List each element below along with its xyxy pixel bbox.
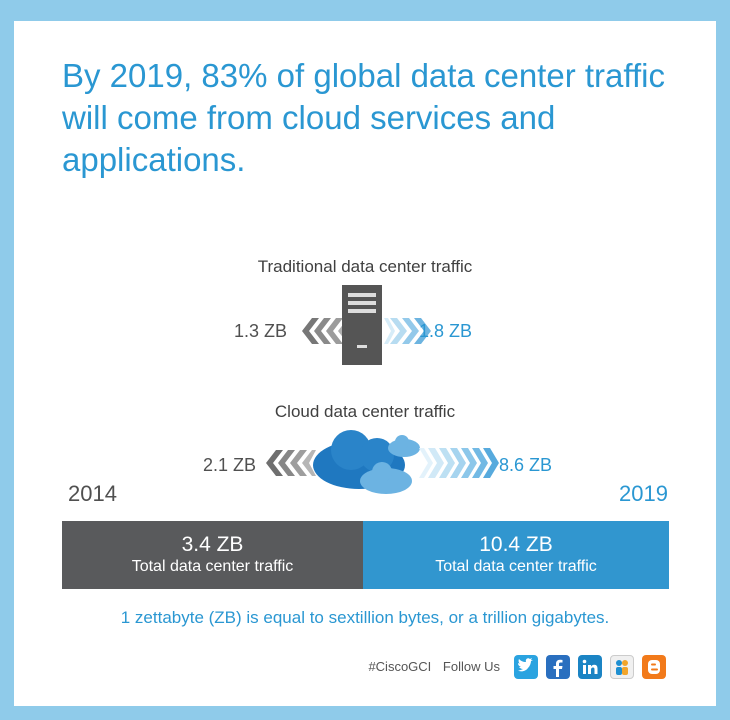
total-2019-bar: 10.4 ZB Total data center traffic [363, 521, 669, 589]
total-2019-label: Total data center traffic [435, 558, 597, 575]
cloud-2014-value: 2.1 ZB [203, 455, 257, 475]
cloud-right-chevrons-icon [419, 448, 499, 478]
traditional-2019-value: 1.8 ZB [419, 321, 473, 341]
start-year: 2014 [68, 481, 117, 506]
follow-line: #CiscoGCI Follow Us [368, 659, 500, 674]
total-2014-label: Total data center traffic [131, 558, 294, 575]
cloud-traffic-label: Cloud data center traffic [274, 402, 456, 421]
linkedin-icon[interactable] [578, 655, 602, 679]
cloud-icon [313, 430, 420, 494]
hashtag-label: #CiscoGCI [368, 659, 432, 674]
traditional-traffic-label: Traditional data center traffic [257, 257, 473, 276]
follow-us-label: Follow Us [442, 659, 500, 674]
headline: By 2019, 83% of global data center traff… [62, 57, 665, 178]
end-year: 2019 [619, 481, 668, 506]
infographic-card: By 2019, 83% of global data center traff… [14, 21, 716, 706]
zettabyte-footnote: 1 zettabyte (ZB) is equal to sextillion … [120, 608, 610, 627]
total-2019-value: 10.4 ZB [479, 533, 553, 556]
blogger-icon[interactable] [642, 655, 666, 679]
server-icon [342, 285, 382, 365]
slideshare-icon[interactable] [610, 655, 634, 679]
right-chevrons-icon [384, 318, 431, 344]
traditional-2014-value: 1.3 ZB [234, 321, 288, 341]
total-2014-value: 3.4 ZB [181, 533, 244, 556]
twitter-icon[interactable] [514, 655, 538, 679]
cloud-left-chevrons-icon [266, 450, 316, 476]
total-2014-bar: 3.4 ZB Total data center traffic [62, 521, 363, 589]
facebook-icon[interactable] [546, 655, 570, 679]
cloud-2019-value: 8.6 ZB [499, 455, 553, 475]
